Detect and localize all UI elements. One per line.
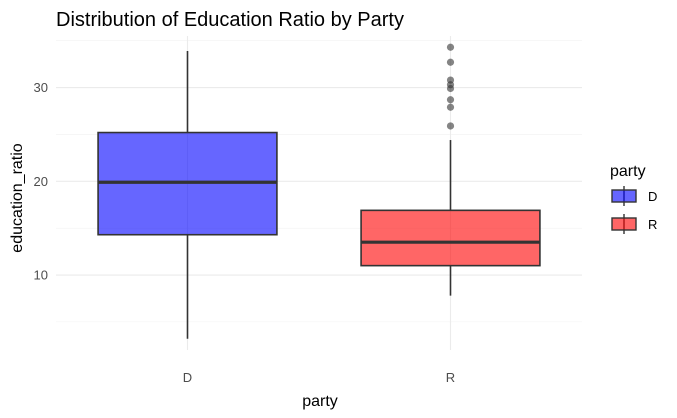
legend-title: party <box>610 163 646 180</box>
legend: party DR <box>610 163 657 234</box>
legend-item-R: R <box>611 214 657 234</box>
outlier-point <box>446 96 455 104</box>
x-tick-label: D <box>183 370 192 385</box>
legend-key <box>611 217 637 231</box>
y-tick-label: 30 <box>34 80 48 95</box>
outlier-point <box>446 76 455 84</box>
outlier-point <box>446 58 455 66</box>
legend-label: R <box>648 217 657 232</box>
box-body <box>360 209 541 267</box>
box-R <box>360 43 541 296</box>
x-axis-title: party <box>302 393 338 410</box>
box-D <box>97 50 278 339</box>
legend-item-D: D <box>611 186 657 206</box>
outlier-point <box>446 122 455 130</box>
boxes <box>97 43 541 339</box>
y-axis-title: education_ratio <box>9 143 26 253</box>
chart-title: Distribution of Education Ratio by Party <box>56 9 404 31</box>
y-tick-label: 20 <box>34 174 48 189</box>
y-tick-labels: 10 20 30 <box>34 80 48 282</box>
x-tick-label: R <box>446 370 455 385</box>
outlier-point <box>446 43 455 51</box>
legend-label: D <box>648 189 657 204</box>
legend-key <box>611 189 637 203</box>
y-tick-label: 10 <box>34 268 48 283</box>
outlier-point <box>446 103 455 111</box>
